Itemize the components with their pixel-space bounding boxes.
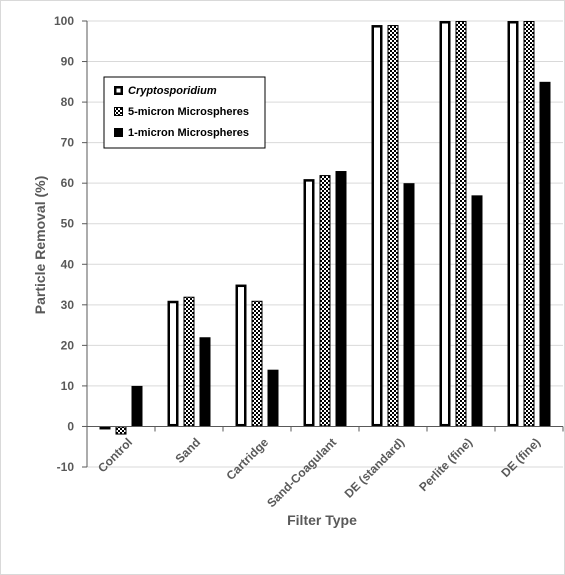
x-tick-label: Control	[95, 435, 135, 475]
y-tick-label: 0	[67, 419, 74, 433]
y-tick-label: -10	[57, 460, 75, 474]
y-tick-label: 30	[61, 298, 75, 312]
bar-5-micron	[319, 175, 331, 427]
x-axis-title: Filter Type	[287, 512, 357, 528]
legend-swatch	[114, 107, 123, 116]
bar-cryptosporidium	[235, 284, 247, 427]
bar-cryptosporidium	[99, 426, 111, 430]
y-tick-label: 40	[61, 257, 75, 271]
bar-1-micron	[471, 195, 483, 427]
legend-label: 1-micron Microspheres	[128, 127, 249, 139]
x-tick-label: DE (fine)	[498, 435, 543, 480]
bar-5-micron	[387, 25, 399, 427]
x-tick-label: DE (standard)	[342, 435, 408, 501]
bar-1-micron	[131, 385, 143, 427]
bar-1-micron	[335, 171, 347, 427]
bar-5-micron	[115, 426, 127, 435]
bars	[99, 21, 551, 435]
y-tick-label: 70	[61, 136, 75, 150]
x-tick-label: Perlite (fine)	[416, 435, 475, 494]
legend-label: 5-micron Microspheres	[128, 106, 249, 118]
y-axis-title: Particle Removal (%)	[32, 176, 48, 315]
bar-cryptosporidium	[507, 21, 519, 427]
x-tick-label: Sand	[172, 435, 203, 466]
bar-5-micron	[183, 296, 195, 427]
bar-1-micron	[267, 369, 279, 427]
y-tick-label: 100	[54, 14, 74, 28]
y-tick-label: 90	[61, 55, 75, 69]
axes	[82, 20, 564, 468]
legend-label: Cryptosporidium	[128, 85, 217, 97]
bar-1-micron	[403, 183, 415, 427]
y-tick-labels: -10 0 10 20 30 40 50 60 70 80 90 100	[54, 14, 74, 474]
bar-1-micron	[199, 337, 211, 427]
legend-swatch	[114, 128, 123, 137]
bar-cryptosporidium	[371, 25, 383, 427]
y-tick-label: 10	[61, 379, 75, 393]
bar-5-micron	[251, 300, 263, 427]
x-tick-label: Sand-Coagulant	[264, 435, 339, 510]
x-tick-label: Cartridge	[224, 435, 272, 483]
y-tick-label: 50	[61, 217, 75, 231]
bar-cryptosporidium	[439, 21, 451, 427]
legend-swatch	[114, 86, 123, 95]
bar-5-micron	[455, 21, 467, 427]
y-tick-label: 80	[61, 95, 75, 109]
bar-5-micron	[523, 21, 535, 427]
y-tick-label: 60	[61, 176, 75, 190]
y-tick-label: 20	[61, 338, 75, 352]
bar-cryptosporidium	[167, 300, 179, 427]
bar-cryptosporidium	[303, 179, 315, 427]
bar-1-micron	[539, 81, 551, 427]
legend-box	[103, 76, 266, 149]
legend: Cryptosporidium 5-micron Microspheres 1-mi…	[103, 76, 266, 149]
